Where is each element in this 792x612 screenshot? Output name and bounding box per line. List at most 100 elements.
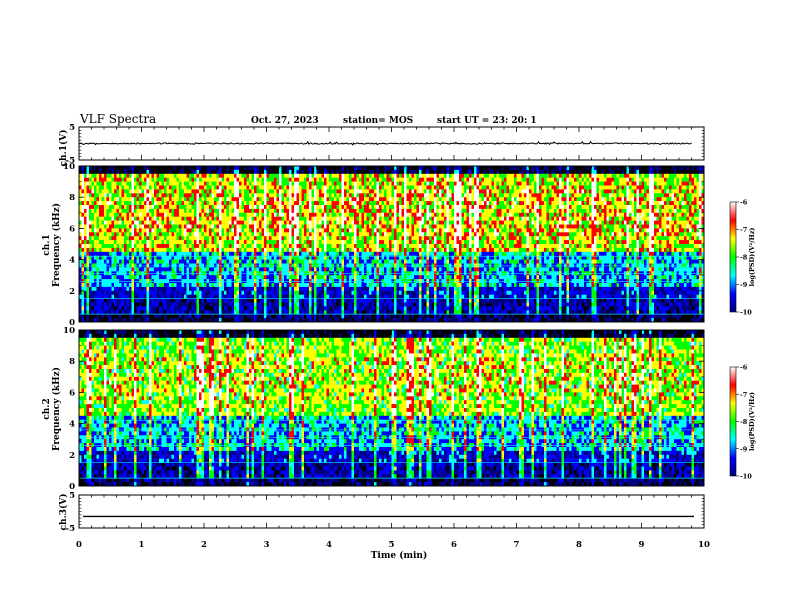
spectrogram-cell [307, 209, 310, 213]
spectrogram-cell [132, 291, 135, 295]
spectrogram-cell [192, 275, 195, 279]
spectrogram-cell [182, 306, 185, 310]
spectrogram-cell [219, 283, 222, 287]
spectrogram-cell [312, 236, 315, 240]
spectrogram-cell [167, 197, 170, 201]
spectrogram-cell [367, 303, 370, 307]
spectrogram-cell [259, 303, 262, 307]
spectrogram-cell [289, 193, 292, 197]
spectrogram-cell [139, 303, 142, 307]
spectrogram-cell [117, 252, 120, 256]
spectrogram-cell [84, 193, 87, 197]
spectrogram-cell [354, 209, 357, 213]
spectrogram-cell [324, 244, 327, 248]
spectrogram-cell [189, 248, 192, 252]
spectrogram-cell [219, 182, 222, 186]
spectrogram-cell [304, 306, 307, 310]
spectrogram-cell [129, 299, 132, 303]
spectrogram-cell [159, 205, 162, 209]
spectrogram-cell [319, 197, 322, 201]
spectrogram-cell [182, 244, 185, 248]
spectrogram-cell [302, 236, 305, 240]
spectrogram-cell [167, 225, 170, 229]
spectrogram-cell [304, 283, 307, 287]
spectrogram-cell [179, 217, 182, 221]
spectrogram-cell [199, 267, 202, 271]
spectrogram-cell [294, 201, 297, 205]
spectrogram-cell [217, 303, 220, 307]
spectrogram-cell [354, 221, 357, 225]
spectrogram-cell [369, 248, 372, 252]
spectrogram-cell [247, 283, 250, 287]
spectrogram-cell [192, 213, 195, 217]
spectrogram-cell [312, 299, 315, 303]
spectrogram-cell [229, 213, 232, 217]
spectrogram-cell [119, 275, 122, 279]
spectrogram-cell [239, 275, 242, 279]
spectrogram-cell [252, 213, 255, 217]
spectrogram-cell [169, 166, 172, 170]
spectrogram-cell [354, 299, 357, 303]
spectrogram-cell [182, 287, 185, 291]
spectrogram-cell [87, 260, 90, 264]
spectrogram-cell [304, 260, 307, 264]
spectrogram-cell [359, 193, 362, 197]
spectrogram-cell [227, 170, 230, 174]
spectrogram-cell [324, 283, 327, 287]
spectrogram-cell [157, 225, 160, 229]
spectrogram-cell [142, 299, 145, 303]
spectrogram-cell [312, 221, 315, 225]
spectrogram-cell [99, 240, 102, 244]
spectrogram-cell [84, 248, 87, 252]
spectrogram-cell [224, 232, 227, 236]
spectrogram-cell [299, 221, 302, 225]
spectrogram-cell [212, 186, 215, 190]
spectrogram-cell [372, 221, 375, 225]
spectrogram-cell [257, 189, 260, 193]
spectrogram-cell [257, 267, 260, 271]
spectrogram-cell [147, 283, 150, 287]
spectrogram-cell [247, 186, 250, 190]
spectrogram-cell [319, 306, 322, 310]
spectrogram-cell [172, 267, 175, 271]
spectrogram-cell [259, 205, 262, 209]
spectrogram-cell [277, 275, 280, 279]
spectrogram-cell [314, 170, 317, 174]
spectrogram-cell [367, 174, 370, 178]
spectrogram-cell [369, 174, 372, 178]
spectrogram-cell [352, 232, 355, 236]
spectrogram-cell [92, 303, 95, 307]
spectrogram-cell [239, 205, 242, 209]
spectrogram-cell [212, 213, 215, 217]
spectrogram-cell [137, 283, 140, 287]
spectrogram-cell [364, 303, 367, 307]
spectrogram-cell [107, 267, 110, 271]
spectrogram-cell [274, 174, 277, 178]
spectrogram-cell [242, 166, 245, 170]
spectrogram-cell [129, 213, 132, 217]
spectrogram-cell [152, 182, 155, 186]
spectrogram-cell [289, 170, 292, 174]
spectrogram-cell [284, 236, 287, 240]
spectrogram-cell [334, 236, 337, 240]
spectrogram-cell [99, 193, 102, 197]
spectrogram-cell [329, 260, 332, 264]
spectrogram-cell [377, 189, 380, 193]
spectrogram-cell [294, 213, 297, 217]
spectrogram-cell [299, 193, 302, 197]
spectrogram-cell [219, 267, 222, 271]
spectrogram-cell [134, 236, 137, 240]
spectrogram-cell [282, 291, 285, 295]
spectrogram-cell [177, 170, 180, 174]
spectrogram-cell [382, 217, 385, 221]
header-station: station= MOS [343, 116, 413, 126]
spectrogram-cell [299, 186, 302, 190]
spectrogram-cell [234, 314, 237, 318]
spectrogram-cell [197, 267, 200, 271]
spectrogram-cell [194, 303, 197, 307]
spectrogram-cell [254, 166, 257, 170]
spectrogram-cell [97, 217, 100, 221]
spectrogram-cell [342, 236, 345, 240]
spectrogram-cell [334, 299, 337, 303]
spectrogram-cell [239, 252, 242, 256]
